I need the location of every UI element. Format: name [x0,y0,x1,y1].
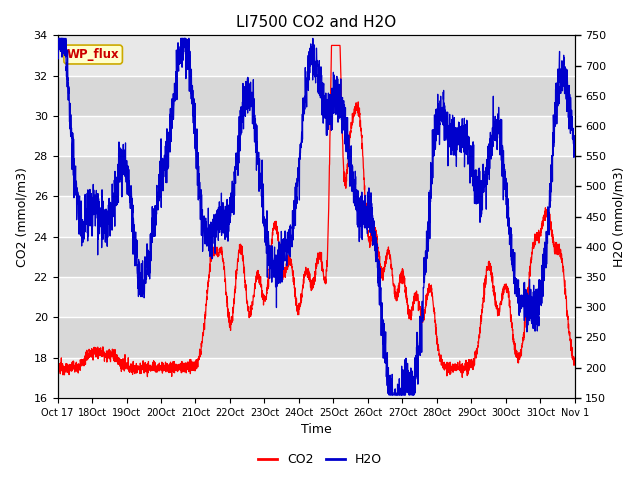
Text: WP_flux: WP_flux [67,48,120,61]
Y-axis label: H2O (mmol/m3): H2O (mmol/m3) [612,167,625,267]
Legend: CO2, H2O: CO2, H2O [253,448,387,471]
Y-axis label: CO2 (mmol/m3): CO2 (mmol/m3) [15,167,28,266]
Bar [58,196,575,237]
Bar [58,116,575,156]
Bar [58,277,575,317]
Bar [58,317,575,358]
Bar [58,76,575,116]
Bar [58,156,575,196]
X-axis label: Time: Time [301,423,332,436]
Bar [58,36,575,76]
Bar [58,358,575,398]
Title: LI7500 CO2 and H2O: LI7500 CO2 and H2O [236,15,396,30]
Bar [58,237,575,277]
